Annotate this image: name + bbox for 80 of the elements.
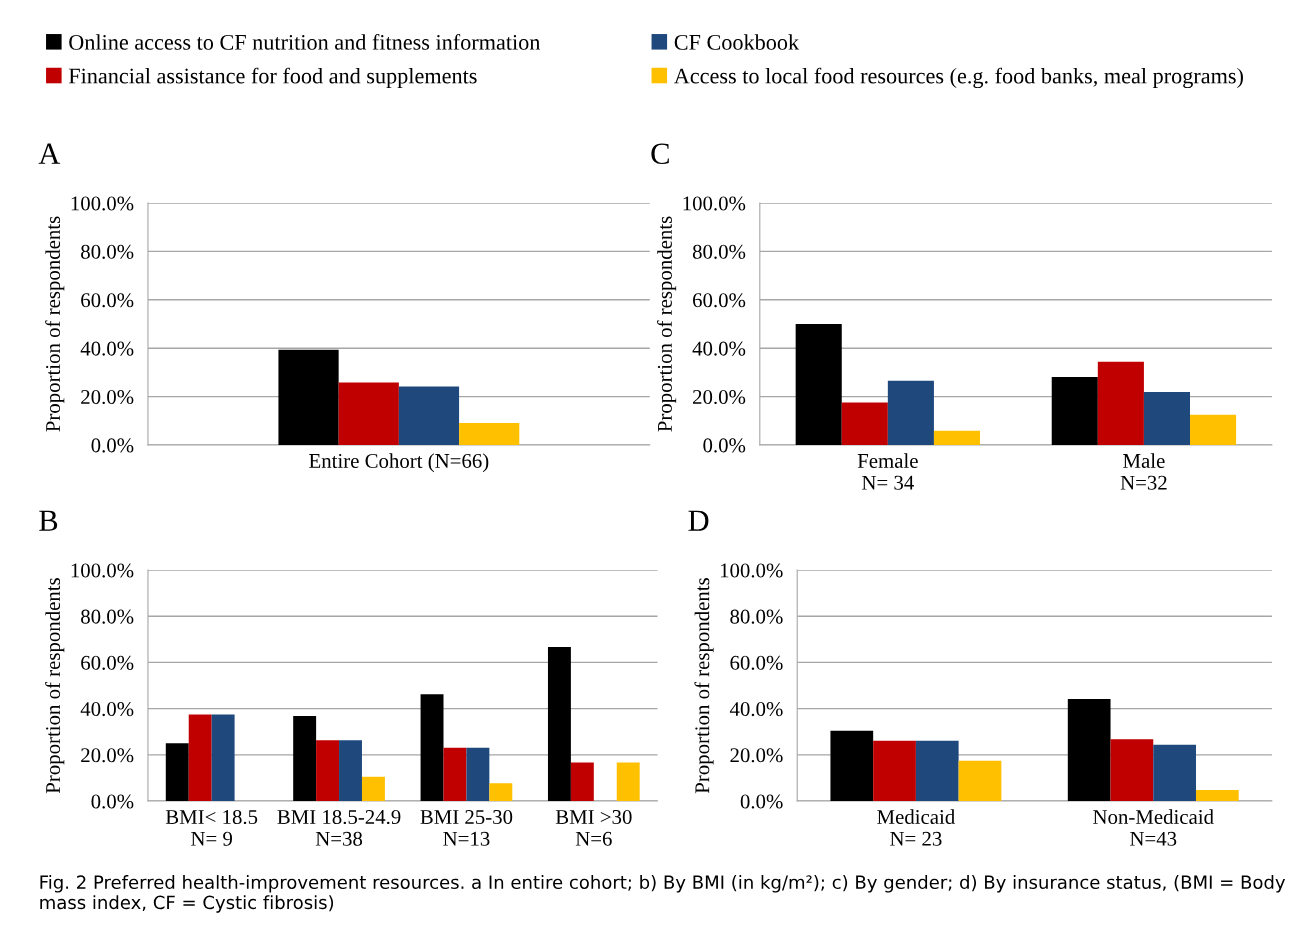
bar: [873, 740, 916, 802]
y-tick-label: 0.0%: [91, 438, 134, 453]
y-tick-label: 20.0%: [81, 748, 134, 763]
bar: [1110, 739, 1154, 802]
bar: [616, 762, 640, 802]
x-tick-label: Male N=32: [1120, 453, 1167, 490]
y-tick-label: 40.0%: [80, 341, 134, 356]
bar: [316, 740, 340, 802]
bar: [338, 382, 399, 445]
y-tick-label: 80.0%: [692, 244, 746, 259]
bar: [459, 422, 520, 445]
y-tick-label: 60.0%: [693, 293, 746, 308]
chart-title: A: [38, 143, 61, 164]
bar: [933, 430, 981, 445]
bar: [830, 730, 874, 802]
bar: [361, 776, 385, 802]
bar: [1190, 414, 1237, 445]
y-tick-label: 20.0%: [730, 748, 783, 763]
x-tick-label: Entire Cohort (N=66): [309, 453, 489, 473]
y-tick-label: 100.0%: [71, 196, 134, 211]
bar: [1195, 789, 1239, 802]
y-tick-label: 20.0%: [81, 389, 134, 405]
bar: [547, 646, 571, 802]
bar: [339, 740, 362, 802]
y-tick-label: 40.0%: [692, 341, 746, 356]
bar: [489, 783, 513, 802]
bar: [841, 402, 888, 445]
x-tick-label: BMI 18.5-24.9 N=38: [277, 809, 401, 846]
y-tick-label: 40.0%: [729, 702, 783, 717]
bar: [211, 714, 235, 802]
bar: [1067, 698, 1111, 802]
y-axis-title: Proportion of respondents: [694, 578, 714, 794]
chart-title: D: [688, 510, 709, 531]
bar: [293, 716, 317, 802]
legend-label: CF Cookbook: [674, 34, 800, 50]
caption: Fig. 2 Preferred health-improvement resources. a In entire cohort; b) By BMI (in kg/m²); c) By gender; d) By insurance status, (BMI = Body mass index, CF = Cystic fibrosis): [40, 875, 1286, 913]
bar: [570, 762, 594, 802]
bar: [1153, 744, 1196, 802]
y-tick-label: 100.0%: [720, 563, 783, 578]
x-tick-label: Female N= 34: [857, 453, 918, 490]
bar: [1143, 391, 1190, 445]
chart-title: B: [39, 510, 58, 531]
x-tick-label: BMI >30 N=6: [555, 809, 632, 846]
bar: [188, 714, 212, 802]
bar: [466, 747, 490, 802]
x-tick-label: Medicaid N= 23: [877, 809, 955, 846]
bar: [795, 324, 842, 445]
y-tick-label: 80.0%: [730, 609, 783, 624]
bar: [420, 694, 444, 802]
bar: [278, 349, 339, 445]
y-tick-label: 100.0%: [71, 563, 134, 578]
y-tick-label: 20.0%: [693, 389, 746, 405]
bar: [398, 386, 460, 445]
x-tick-label: BMI< 18.5 N= 9: [165, 809, 258, 846]
x-tick-label: BMI 25-30 N=13: [420, 809, 513, 846]
chart-title: C: [651, 143, 669, 165]
bar: [887, 380, 934, 445]
y-tick-label: 0.0%: [740, 794, 783, 809]
bar: [1097, 361, 1144, 445]
y-tick-label: 0.0%: [703, 438, 746, 453]
legend-label: Access to local food resources (e.g. food banks, meal programs): [673, 67, 1243, 89]
y-axis-title: Proportion of respondents: [45, 578, 65, 794]
y-tick-label: 60.0%: [730, 655, 783, 670]
y-tick-label: 60.0%: [81, 293, 134, 308]
legend-label: Financial assistance for food and supplements: [68, 67, 477, 89]
y-tick-label: 80.0%: [81, 244, 134, 259]
y-tick-label: 0.0%: [91, 794, 134, 809]
y-tick-label: 100.0%: [683, 196, 746, 211]
legend-label: Online access to CF nutrition and fitness information: [69, 33, 541, 50]
bar: [1051, 376, 1098, 445]
bar: [915, 740, 959, 802]
y-tick-label: 60.0%: [81, 655, 134, 670]
bar: [958, 760, 1002, 802]
bar: [165, 743, 189, 802]
bar: [443, 747, 467, 802]
y-axis-title: Proportion of respondents: [657, 216, 677, 432]
x-tick-label: Non-Medicaid N=43: [1093, 809, 1214, 846]
y-tick-label: 40.0%: [80, 702, 134, 717]
y-axis-title: Proportion of respondents: [45, 216, 65, 432]
y-tick-label: 80.0%: [81, 609, 134, 624]
